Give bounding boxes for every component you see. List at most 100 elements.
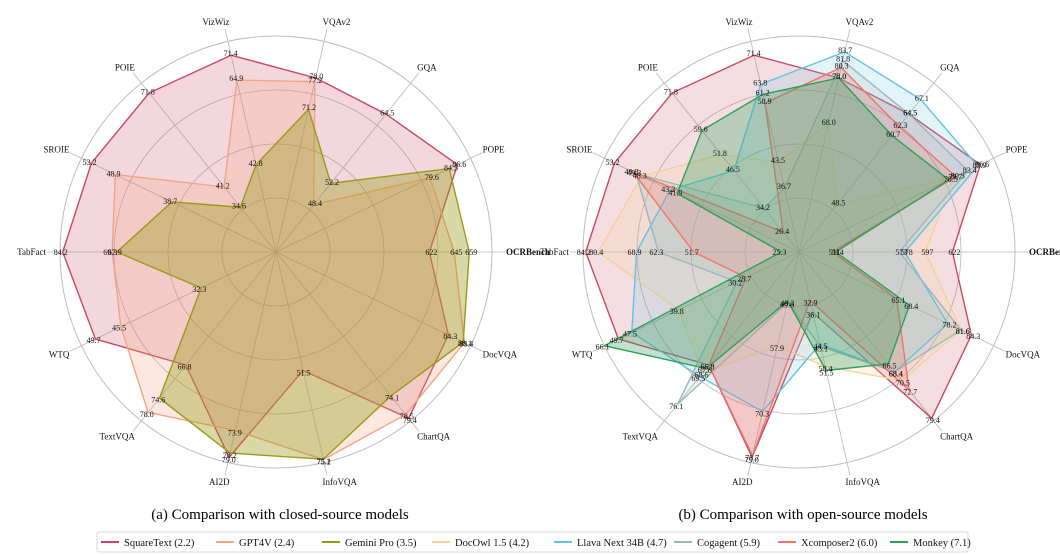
data-label: 64.5 [903,109,917,118]
data-label: 60.7 [886,130,900,139]
axis-label-wtq: WTQ [572,349,593,359]
axis-label-ai2d: AI2D [732,477,753,487]
data-label: 68.9 [628,248,642,257]
data-label: 48.4 [308,199,322,208]
data-label: 74.1 [385,394,399,403]
radar-chart-closed-source: 622 86.6 64.5 78.0 71.4 71.8 53.2 84.2 49.7 66.8 7… [17,17,550,487]
data-label: 71.2 [302,103,316,112]
data-label: 52.2 [325,178,339,187]
data-label: 49.8 [625,167,639,176]
axis-label-poie: POIE [115,63,136,73]
axis-label-chartqa: ChartQA [417,432,450,442]
axis-label-tabfact: TabFact [17,247,46,257]
data-label: 80.3 [835,62,849,71]
data-label: 39.8 [670,307,684,316]
data-label: 59.6 [694,125,708,134]
data-label: 64.9 [229,74,243,83]
data-label: 26.4 [775,227,789,236]
axis-label-poie: POIE [638,63,659,73]
data-label: 51.7 [685,248,699,257]
data-label: 53.2 [606,158,620,167]
data-label: 66.5 [883,361,897,370]
axis-label-textvqa: TextVQA [100,432,136,442]
data-label: 69.5 [691,374,705,383]
data-label: 53.2 [83,158,97,167]
data-label: 45.1 [814,344,828,353]
data-label: 48.5 [831,199,845,208]
data-label: 42.8 [249,159,263,168]
data-label: 79.6 [425,173,439,182]
axis-label-chartqa: ChartQA [940,432,973,442]
data-label: 38.7 [163,197,177,206]
data-label: 70.5 [896,378,910,387]
data-label: 51.5 [820,368,834,377]
axis-label-infovqa: InfoVQA [846,477,881,487]
data-label: 77.2 [308,76,322,85]
axis-label-ocrbench: OCRBench [1029,247,1060,257]
data-label: 62.3 [893,121,907,130]
legend: SquareText (2.2) GPT4V (2.4) Gemini Pro (3… [97,532,971,552]
data-label: 51.5 [297,368,311,377]
data-label: 49.7 [87,336,101,345]
data-label: 64.5 [380,109,394,118]
data-label: 36.7 [777,182,791,191]
data-label: 74.6 [151,396,165,405]
legend-label: Xcomposer2 (6.0) [801,538,878,549]
data-label: 28.7 [737,274,751,283]
data-label: 68.4 [904,302,918,311]
axis-label-ai2d: AI2D [209,477,230,487]
data-label: 84.5 [444,164,458,173]
data-label: 63.8 [753,78,767,87]
data-label: 61.2 [756,88,770,97]
data-label: 36.1 [806,311,820,320]
data-label: 514 [832,248,844,257]
data-label: 57.9 [770,344,784,353]
data-label: 34.6 [232,202,246,211]
data-label: 41.2 [216,181,230,190]
data-label: 83.4 [963,166,977,175]
axis-label-vqav2: VQAv2 [323,17,351,27]
data-label: 72.7 [903,388,917,397]
axis-label-vizwiz: VizWiz [725,17,752,27]
caption-open-source: (b) Comparison with open-source models [678,507,927,523]
data-label: 81.6 [956,327,970,336]
data-label: 25.3 [772,248,786,257]
data-label: 78.7 [745,454,759,463]
data-label: 58.9 [758,97,772,106]
radar-chart-open-source: 622 86.6 64.5 78.0 71.4 71.8 53.2 84.2 49.7 66.8 7… [540,17,1060,487]
data-label: 71.8 [141,87,155,96]
legend-label: Monkey (7.1) [913,538,971,549]
data-label: 71.4 [747,49,761,58]
data-label: 79.4 [926,416,940,425]
legend-label: Llava Next 34B (4.7) [577,538,667,549]
data-label: 597 [921,248,933,257]
data-label: 68.0 [822,118,836,127]
legend-label: Cogagent (5.9) [697,538,760,549]
data-label: 46.5 [726,165,740,174]
data-label: 659 [465,248,477,257]
data-label: 78.0 [832,72,846,81]
data-label: 88.1 [458,339,472,348]
data-label: 45.5 [112,324,126,333]
data-label: 645 [450,248,462,257]
data-label: 32.9 [804,299,818,308]
caption-closed-source: (a) Comparison with closed-source models [151,507,409,523]
data-label: 66.8 [178,363,192,372]
data-label: 84.3 [443,332,457,341]
data-label: 78.5 [944,175,958,184]
data-label: 84.2 [54,248,68,257]
axis-label-sroie: SROIE [43,145,70,155]
data-label: 71.8 [664,87,678,96]
axis-label-vqav2: VQAv2 [846,17,874,27]
data-label: 67.6 [698,366,712,375]
axis-label-wtq: WTQ [49,349,70,359]
data-label: 76.1 [669,402,683,411]
axis-label-infovqa: InfoVQA [323,477,358,487]
legend-label: SquareText (2.2) [124,538,195,549]
data-label: 49.7 [610,336,624,345]
data-label: 41.9 [668,189,682,198]
legend-label: Gemini Pro (3.5) [345,538,417,549]
data-label: 62.3 [649,248,663,257]
legend-label: DocOwl 1.5 (4.2) [455,538,530,549]
